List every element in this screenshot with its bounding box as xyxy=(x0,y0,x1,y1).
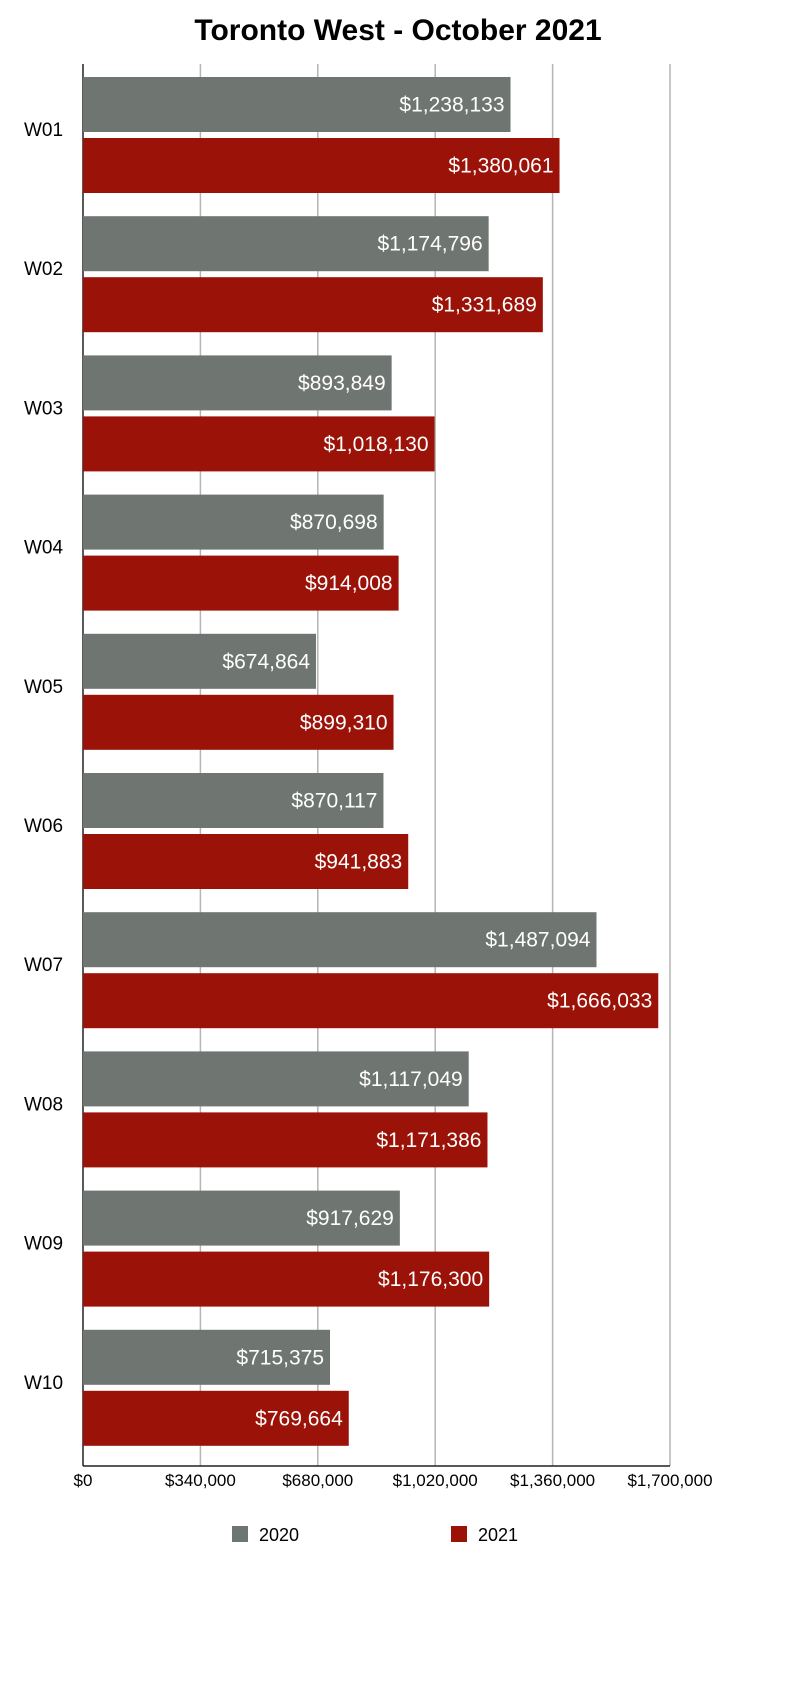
bar-value-label: $1,238,133 xyxy=(399,94,504,117)
bar-value-label: $1,018,130 xyxy=(323,433,428,456)
legend-swatch-2021 xyxy=(451,1526,467,1542)
x-tick-label: $680,000 xyxy=(282,1471,353,1490)
bar-2020-W08 xyxy=(83,1051,469,1107)
bar-2020-W04 xyxy=(83,494,384,550)
chart-title: Toronto West - October 2021 xyxy=(194,14,601,47)
bar-value-label: $899,310 xyxy=(300,711,388,734)
category-label-W09: W09 xyxy=(24,1234,63,1255)
category-label-W05: W05 xyxy=(24,677,63,698)
bars: $1,238,133 $1,380,061 $1,174,796 $1,331,689… xyxy=(83,77,659,1446)
bar-2020-W07 xyxy=(83,912,597,968)
category-label-W01: W01 xyxy=(24,120,63,141)
bar-2020-W02 xyxy=(83,216,489,272)
x-tick-label: $1,020,000 xyxy=(393,1471,478,1490)
bar-value-label: $1,331,689 xyxy=(432,294,537,317)
category-label-W07: W07 xyxy=(24,955,63,976)
bar-2021-W01 xyxy=(83,138,560,193)
bar-value-label: $1,117,049 xyxy=(359,1068,463,1091)
x-tick-label: $340,000 xyxy=(165,1471,236,1490)
bar-2020-W09 xyxy=(83,1190,400,1246)
bar-2021-W02 xyxy=(83,277,543,333)
category-label-W06: W06 xyxy=(24,816,63,837)
bar-value-label: $769,664 xyxy=(255,1407,343,1430)
bar-2021-W05 xyxy=(83,694,394,750)
bar-2020-W03 xyxy=(83,355,392,411)
bar-2021-W07 xyxy=(83,973,659,1029)
bar-2020-W06 xyxy=(83,773,384,828)
bar-value-label: $893,849 xyxy=(298,372,386,395)
bar-2020-W10 xyxy=(83,1329,331,1385)
x-axis-ticks: $0 $340,000 $680,000 $1,020,000 $1,360,000 $1… xyxy=(74,1471,713,1490)
bar-value-label: $1,174,796 xyxy=(378,233,483,256)
bar-2021-W06 xyxy=(83,834,409,889)
x-tick-label: $0 xyxy=(74,1471,93,1490)
bar-2020-W01 xyxy=(83,77,511,132)
bar-value-label: $1,176,300 xyxy=(378,1268,483,1291)
bar-value-label: $1,380,061 xyxy=(448,155,553,178)
category-label-W10: W10 xyxy=(24,1373,63,1394)
category-label-W03: W03 xyxy=(24,398,63,419)
bar-2021-W10 xyxy=(83,1390,349,1446)
bar-value-label: $941,883 xyxy=(315,851,403,874)
bar-2021-W03 xyxy=(83,416,435,472)
legend: 2020 2021 xyxy=(232,1525,518,1545)
bar-2021-W09 xyxy=(83,1251,490,1307)
bar-value-label: $914,008 xyxy=(305,572,393,595)
bar-value-label: $870,117 xyxy=(291,790,377,813)
bar-value-label: $674,864 xyxy=(222,650,310,673)
category-label-W08: W08 xyxy=(24,1094,63,1115)
bar-value-label: $715,375 xyxy=(236,1346,324,1369)
bar-value-label: $1,171,386 xyxy=(376,1129,481,1152)
bar-value-label: $917,629 xyxy=(306,1207,394,1230)
legend-swatch-2020 xyxy=(232,1526,248,1542)
bar-2020-W05 xyxy=(83,633,317,689)
legend-label-2021: 2021 xyxy=(478,1525,518,1545)
bar-value-label: $1,487,094 xyxy=(485,929,590,952)
category-label-W04: W04 xyxy=(24,538,64,559)
bar-2021-W04 xyxy=(83,555,399,611)
legend-label-2020: 2020 xyxy=(259,1525,299,1545)
bar-2021-W08 xyxy=(83,1112,488,1168)
category-label-W02: W02 xyxy=(24,259,63,280)
x-tick-label: $1,360,000 xyxy=(510,1471,595,1490)
bar-value-label: $870,698 xyxy=(290,511,378,534)
category-labels: W01 W02 W03 W04 W05 W06 W07 W08 W09 W10 xyxy=(24,120,64,1394)
x-tick-label: $1,700,000 xyxy=(627,1471,712,1490)
bar-value-label: $1,666,033 xyxy=(547,990,652,1013)
